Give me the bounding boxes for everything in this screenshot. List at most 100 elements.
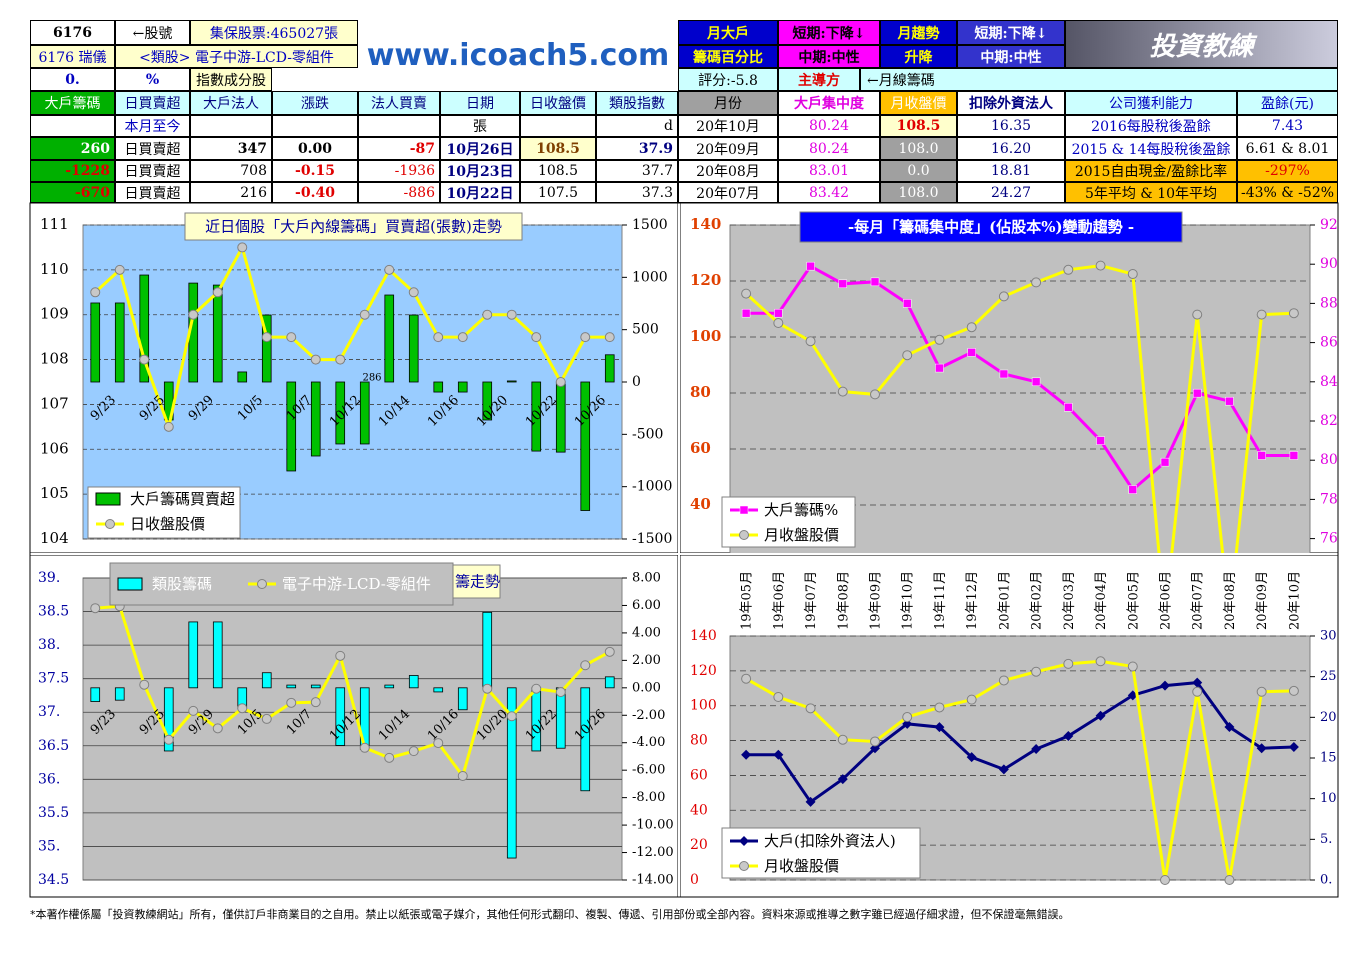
header-cell: 日買賣超 bbox=[115, 91, 190, 115]
legend-label: 大戶籌碼% bbox=[764, 501, 838, 519]
y2-tick-label: -14.00 bbox=[632, 873, 674, 888]
x-tick-label: 20年07月 bbox=[1191, 571, 1206, 630]
header-cell: 月收盤價 bbox=[880, 91, 957, 115]
y2-tick-label: 88. bbox=[1320, 295, 1342, 311]
header-cell: 日買賣超 bbox=[115, 160, 190, 182]
bar bbox=[506, 380, 517, 383]
y2-tick-label: -1000 bbox=[632, 479, 672, 495]
y-tick-label: 37.5 bbox=[38, 671, 69, 687]
marker bbox=[261, 713, 272, 724]
marker bbox=[838, 279, 848, 289]
marker bbox=[806, 261, 815, 271]
marker bbox=[902, 712, 913, 723]
legend-box bbox=[721, 827, 921, 879]
legend-label: 大戶(扣除外資法人) bbox=[764, 832, 896, 850]
chart-title: 籌走勢 bbox=[455, 573, 500, 591]
marker bbox=[335, 650, 346, 661]
bar bbox=[90, 687, 101, 702]
marker bbox=[457, 770, 468, 781]
marker bbox=[384, 752, 395, 763]
bar bbox=[310, 381, 321, 457]
bar bbox=[237, 371, 248, 383]
marker bbox=[457, 332, 468, 343]
marker bbox=[433, 332, 444, 343]
marker bbox=[741, 749, 752, 760]
x-tick-label: 19年10月 bbox=[901, 571, 916, 630]
header-cell: 16.20 bbox=[957, 137, 1065, 160]
header-cell: 80.24 bbox=[778, 137, 880, 160]
header-blank bbox=[358, 115, 440, 137]
bar bbox=[90, 302, 101, 383]
header-cell: 20年10月 bbox=[678, 115, 778, 137]
x-tick-label: 19年05月 bbox=[740, 571, 755, 630]
x-tick-label: 19年09月 bbox=[869, 571, 884, 630]
header-cell: 中期:中性 bbox=[778, 45, 880, 68]
marker bbox=[237, 703, 248, 714]
header-cell: 本月至今 bbox=[115, 115, 190, 137]
bar bbox=[384, 294, 395, 383]
marker bbox=[805, 703, 816, 714]
y2-tick-label: 30. bbox=[1320, 629, 1341, 644]
x-tick-label: 20年06月 bbox=[1159, 571, 1174, 630]
marker bbox=[335, 354, 346, 365]
header-cell: 評分:-5.8 bbox=[678, 68, 778, 91]
header-cell: 短期:下降↓ bbox=[778, 20, 880, 45]
marker bbox=[163, 734, 174, 745]
header-cell: 80.24 bbox=[778, 115, 880, 137]
marker bbox=[531, 332, 542, 343]
marker bbox=[870, 389, 880, 400]
x-tick-label: 20年09月 bbox=[1255, 571, 1270, 630]
marker bbox=[114, 264, 125, 275]
marker bbox=[433, 738, 444, 749]
marker bbox=[998, 291, 1009, 302]
header-cell: 投資教練 bbox=[1065, 20, 1338, 68]
header-cell: 7.43 bbox=[1237, 115, 1338, 137]
header-cell: -297% bbox=[1237, 160, 1338, 182]
marker bbox=[934, 722, 945, 733]
y2-tick-label: 8.00 bbox=[632, 571, 661, 586]
marker bbox=[580, 332, 591, 343]
legend-label: 類股籌碼 bbox=[152, 575, 212, 593]
header-blank bbox=[30, 115, 115, 137]
header-cell: 集保股票:465027張 bbox=[190, 20, 358, 45]
x-tick-label: 19年11月 bbox=[933, 571, 948, 630]
y-tick-label: 80 bbox=[690, 733, 708, 749]
marker bbox=[999, 369, 1009, 379]
header-cell: 20年07月 bbox=[678, 182, 778, 203]
marker bbox=[998, 675, 1009, 686]
header-cell: 大戶集中度 bbox=[778, 91, 880, 115]
bar bbox=[261, 314, 272, 383]
y-tick-label: 35.5 bbox=[38, 805, 69, 821]
marker bbox=[237, 242, 248, 253]
bar bbox=[310, 684, 321, 689]
legend-swatch bbox=[117, 577, 143, 591]
line bbox=[745, 264, 1294, 553]
header-cell: d bbox=[596, 115, 678, 137]
y2-tick-label: 0 bbox=[632, 374, 641, 390]
header-cell: 0.00 bbox=[272, 137, 358, 160]
legend-label: 大戶籌碼買賣超 bbox=[130, 490, 235, 508]
y-tick-label: 36. bbox=[38, 771, 60, 787]
y-tick-label: 80 bbox=[690, 383, 711, 401]
marker bbox=[1160, 680, 1170, 691]
marker bbox=[212, 723, 223, 734]
header-cell: 108.5 bbox=[520, 160, 596, 182]
marker bbox=[1192, 309, 1203, 320]
x-tick-label: 19年08月 bbox=[836, 571, 851, 630]
marker bbox=[1095, 710, 1106, 721]
legend-label: 日收盤股價 bbox=[130, 515, 205, 533]
marker bbox=[359, 742, 370, 753]
marker bbox=[384, 264, 395, 275]
marker bbox=[773, 692, 784, 702]
header-cell: www.icoach5.com bbox=[360, 22, 676, 89]
x-tick-label: 20年04月 bbox=[1094, 571, 1109, 630]
marker bbox=[1064, 403, 1073, 412]
header-cell: <類股> 電子中游-LCD-零組件 bbox=[115, 45, 358, 68]
bar bbox=[408, 675, 419, 689]
x-tick-label: 20年02月 bbox=[1030, 571, 1045, 630]
marker bbox=[805, 336, 816, 347]
legend-label: 月收盤股價 bbox=[764, 526, 839, 544]
header-cell: 16.35 bbox=[957, 115, 1065, 137]
marker bbox=[1288, 685, 1299, 696]
marker bbox=[1257, 451, 1266, 460]
